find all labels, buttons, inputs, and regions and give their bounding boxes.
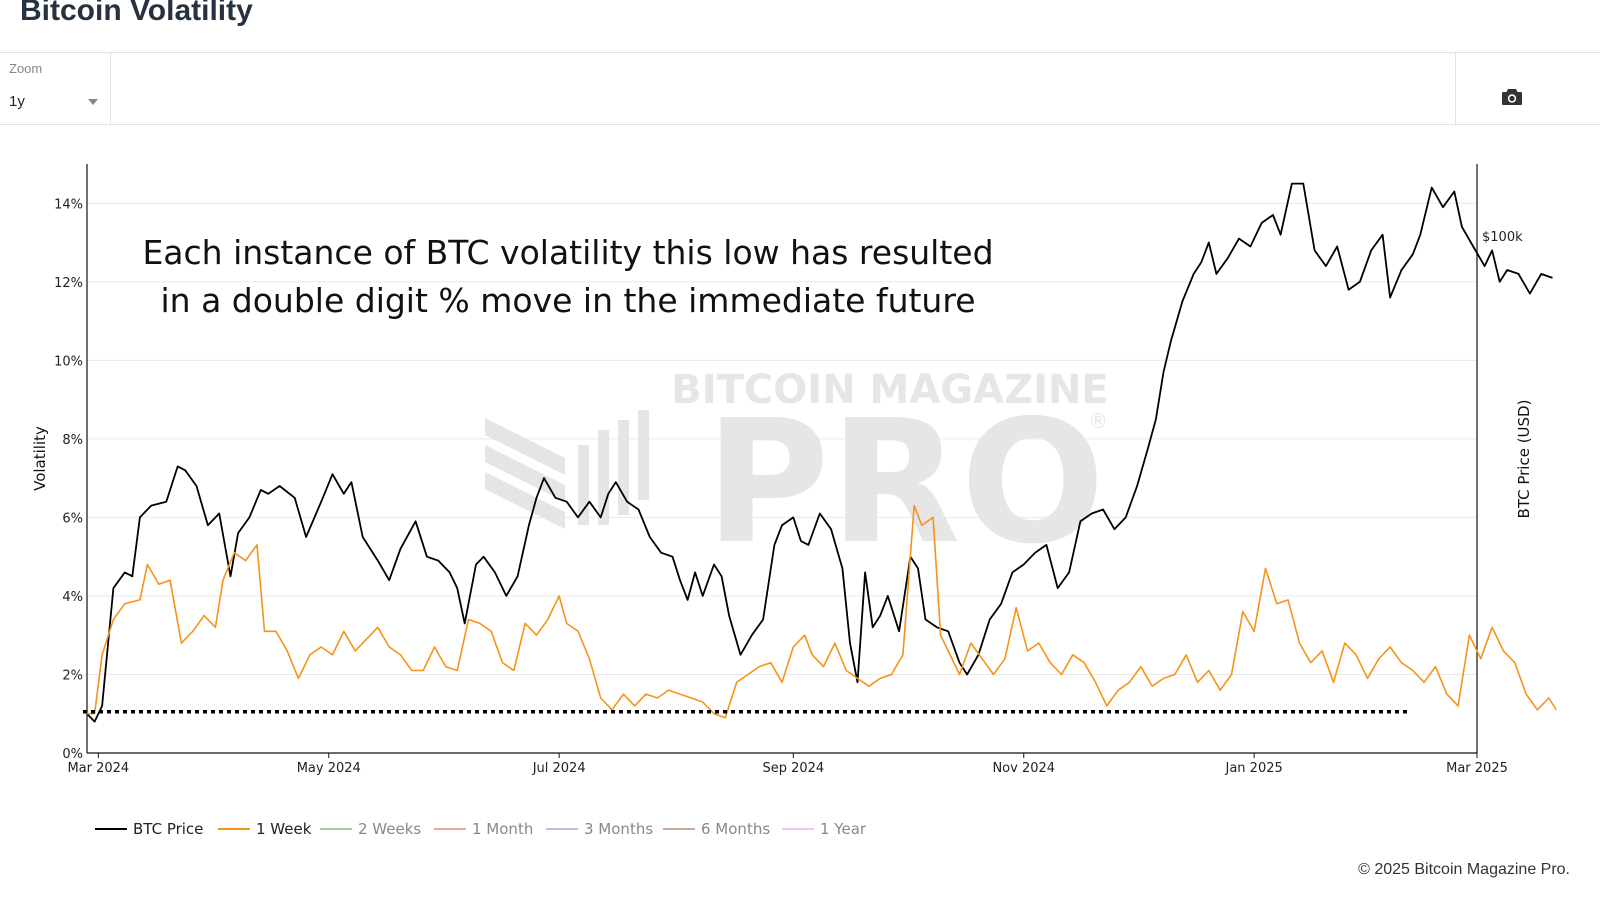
axes: 0% 2% 4% 6% 8% 10% 12% 14% Mar 2024 May 2024 Jul 2… <box>31 164 1533 776</box>
legend-label: 3 Months <box>584 820 653 838</box>
legend-label: 1 Month <box>472 820 533 838</box>
y-tick-label: 2% <box>62 668 83 683</box>
series-btc-price <box>86 182 1553 723</box>
y-tick-label: 12% <box>54 276 83 291</box>
chevron-down-icon[interactable] <box>88 99 98 105</box>
watermark-line1: BITCOIN MAGAZINE <box>671 367 1109 413</box>
y2-tick-label: $100k <box>1482 230 1523 245</box>
y-tick-label: 10% <box>54 354 83 369</box>
legend: BTC Price 1 Week 2 Weeks 1 Month 3 Months 6 M… <box>95 820 867 838</box>
legend-label: 1 Year <box>820 820 867 838</box>
x-tick-label: Mar 2025 <box>1446 761 1508 776</box>
watermark-line2: PRO <box>705 384 1105 582</box>
y-tick-label: 14% <box>54 197 83 212</box>
legend-item[interactable]: 6 Months <box>663 820 770 838</box>
x-tick-label: Mar 2024 <box>67 761 129 776</box>
zoom-value[interactable]: 1y <box>9 93 25 110</box>
legend-label: 1 Week <box>256 820 312 838</box>
y-tick-label: 8% <box>62 433 83 448</box>
chart-toolbar: Zoom 1y <box>0 52 1600 125</box>
grid-lines <box>87 202 1477 675</box>
legend-item[interactable]: 3 Months <box>546 820 653 838</box>
legend-label: 2 Weeks <box>358 820 421 838</box>
screenshot-area <box>1455 53 1600 124</box>
x-tick-label: May 2024 <box>297 761 361 776</box>
y-tick-label: 0% <box>62 747 83 762</box>
y-axis-title: Volatility <box>31 426 49 491</box>
x-tick-label: Jan 2025 <box>1225 761 1283 776</box>
annotation-line: Each instance of BTC volatility this low… <box>142 233 993 272</box>
legend-item[interactable]: 1 Year <box>782 820 867 838</box>
y2-axis-title: BTC Price (USD) <box>1515 400 1533 519</box>
page-title: Bitcoin Volatility <box>20 0 253 27</box>
camera-icon[interactable] <box>1501 88 1523 106</box>
zoom-select[interactable]: Zoom 1y <box>0 53 111 124</box>
y-tick-label: 4% <box>62 590 83 605</box>
zoom-label: Zoom <box>9 61 43 76</box>
legend-item[interactable]: 1 Week <box>218 820 312 838</box>
series-1-week <box>87 504 1557 719</box>
x-tick-label: Sep 2024 <box>762 761 824 776</box>
y-tick-label: 6% <box>62 511 83 526</box>
watermark-registered: ® <box>1088 409 1108 433</box>
x-tick-label: Jul 2024 <box>532 761 586 776</box>
copyright: © 2025 Bitcoin Magazine Pro. <box>1358 861 1570 878</box>
legend-item[interactable]: BTC Price <box>95 820 203 838</box>
legend-label: BTC Price <box>133 820 203 838</box>
legend-label: 6 Months <box>701 820 770 838</box>
x-tick-label: Nov 2024 <box>992 761 1055 776</box>
watermark: BITCOIN MAGAZINE PRO ® <box>485 367 1109 582</box>
annotation-line: in a double digit % move in the immediat… <box>161 281 976 320</box>
annotation: Each instance of BTC volatility this low… <box>142 233 993 320</box>
legend-item[interactable]: 1 Month <box>434 820 533 838</box>
legend-item[interactable]: 2 Weeks <box>320 820 421 838</box>
watermark-candles-icon <box>485 410 649 529</box>
series-lines <box>86 182 1557 723</box>
